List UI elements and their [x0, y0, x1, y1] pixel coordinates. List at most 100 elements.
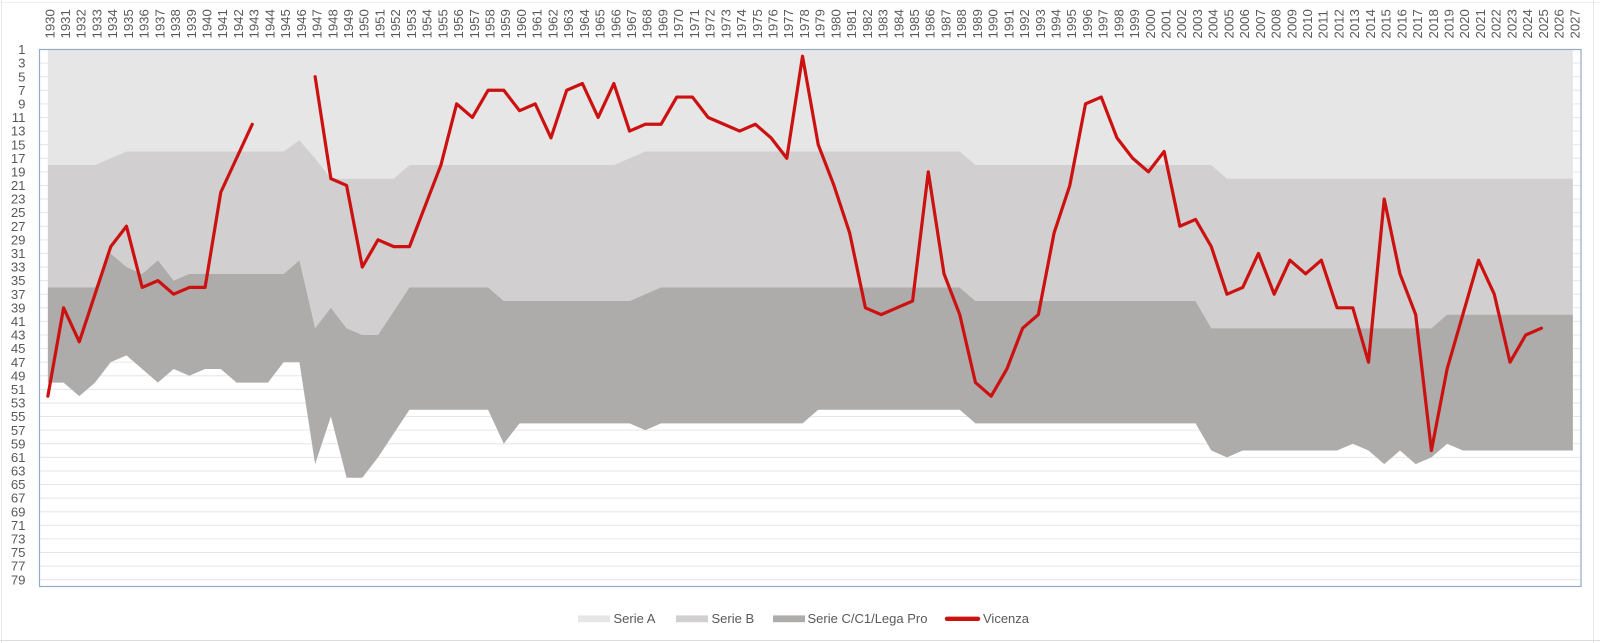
svg-text:1947: 1947 [310, 9, 325, 38]
svg-text:59: 59 [11, 436, 26, 451]
svg-text:17: 17 [11, 151, 26, 166]
svg-text:2004: 2004 [1206, 9, 1221, 38]
svg-text:1964: 1964 [577, 9, 592, 38]
svg-text:1930: 1930 [42, 9, 57, 38]
svg-text:53: 53 [11, 396, 26, 411]
svg-text:1995: 1995 [1064, 9, 1079, 38]
svg-text:1974: 1974 [734, 9, 749, 38]
svg-text:1945: 1945 [278, 9, 293, 38]
svg-text:2003: 2003 [1190, 9, 1205, 38]
svg-text:1: 1 [18, 42, 25, 57]
svg-text:1992: 1992 [1017, 9, 1032, 38]
svg-text:Serie B: Serie B [712, 611, 755, 626]
svg-text:1940: 1940 [199, 9, 214, 38]
svg-text:1980: 1980 [828, 9, 843, 38]
svg-text:51: 51 [11, 382, 26, 397]
svg-text:1994: 1994 [1048, 9, 1063, 38]
svg-text:27: 27 [11, 219, 26, 234]
svg-text:1956: 1956 [451, 9, 466, 38]
svg-text:1933: 1933 [89, 9, 104, 38]
svg-text:77: 77 [11, 559, 26, 574]
svg-text:2012: 2012 [1331, 9, 1346, 38]
svg-text:2002: 2002 [1174, 9, 1189, 38]
svg-text:1944: 1944 [262, 9, 277, 38]
svg-text:1966: 1966 [608, 9, 623, 38]
svg-text:2018: 2018 [1426, 9, 1441, 38]
svg-text:1935: 1935 [121, 9, 136, 38]
svg-text:19: 19 [11, 164, 26, 179]
svg-text:2006: 2006 [1237, 9, 1252, 38]
svg-text:1962: 1962 [545, 9, 560, 38]
svg-text:1978: 1978 [797, 9, 812, 38]
svg-text:1999: 1999 [1127, 9, 1142, 38]
svg-text:7: 7 [18, 83, 25, 98]
svg-text:2000: 2000 [1143, 9, 1158, 38]
svg-text:1986: 1986 [923, 9, 938, 38]
svg-text:43: 43 [11, 328, 26, 343]
svg-text:25: 25 [11, 205, 26, 220]
svg-text:2017: 2017 [1410, 9, 1425, 38]
svg-text:49: 49 [11, 368, 26, 383]
svg-text:33: 33 [11, 260, 26, 275]
svg-text:2021: 2021 [1473, 9, 1488, 38]
svg-text:11: 11 [12, 110, 26, 125]
svg-text:1955: 1955 [435, 9, 450, 38]
svg-text:1981: 1981 [844, 9, 859, 38]
svg-text:1931: 1931 [58, 9, 73, 38]
svg-text:1971: 1971 [687, 9, 702, 38]
svg-text:1934: 1934 [105, 9, 120, 38]
svg-text:1996: 1996 [1080, 9, 1095, 38]
svg-text:1983: 1983 [876, 9, 891, 38]
svg-text:2024: 2024 [1520, 9, 1535, 38]
svg-text:1941: 1941 [215, 9, 230, 38]
svg-text:79: 79 [11, 572, 26, 587]
svg-text:1948: 1948 [325, 9, 340, 38]
svg-text:2007: 2007 [1253, 9, 1268, 38]
svg-text:1997: 1997 [1096, 9, 1111, 38]
svg-text:73: 73 [11, 532, 26, 547]
svg-text:2023: 2023 [1504, 9, 1519, 38]
svg-text:1963: 1963 [561, 9, 576, 38]
svg-text:45: 45 [11, 341, 26, 356]
svg-text:2026: 2026 [1552, 9, 1567, 38]
svg-text:2027: 2027 [1567, 9, 1582, 38]
svg-text:35: 35 [11, 273, 26, 288]
svg-text:41: 41 [11, 314, 26, 329]
svg-text:23: 23 [11, 192, 26, 207]
svg-text:1952: 1952 [388, 9, 403, 38]
svg-text:1982: 1982 [860, 9, 875, 38]
svg-text:1988: 1988 [954, 9, 969, 38]
svg-text:1973: 1973 [718, 9, 733, 38]
svg-text:67: 67 [11, 491, 26, 506]
svg-text:61: 61 [11, 450, 26, 465]
svg-text:63: 63 [11, 464, 26, 479]
svg-text:1961: 1961 [530, 9, 545, 38]
svg-text:1949: 1949 [341, 9, 356, 38]
svg-text:1969: 1969 [655, 9, 670, 38]
svg-text:1938: 1938 [168, 9, 183, 38]
svg-text:29: 29 [11, 232, 26, 247]
svg-text:1976: 1976 [765, 9, 780, 38]
svg-text:2020: 2020 [1457, 9, 1472, 38]
svg-text:1993: 1993 [1033, 9, 1048, 38]
svg-text:31: 31 [11, 246, 26, 261]
svg-text:1943: 1943 [247, 9, 262, 38]
svg-text:2001: 2001 [1159, 9, 1174, 38]
svg-text:1939: 1939 [184, 9, 199, 38]
svg-text:1972: 1972 [703, 9, 718, 38]
svg-text:1960: 1960 [514, 9, 529, 38]
svg-text:1936: 1936 [137, 9, 152, 38]
svg-text:1937: 1937 [152, 9, 167, 38]
svg-text:2015: 2015 [1379, 9, 1394, 38]
svg-text:1932: 1932 [74, 9, 89, 38]
svg-text:37: 37 [11, 287, 26, 302]
svg-text:9: 9 [18, 96, 25, 111]
svg-text:2019: 2019 [1442, 9, 1457, 38]
svg-text:2016: 2016 [1394, 9, 1409, 38]
svg-text:1975: 1975 [750, 9, 765, 38]
svg-text:57: 57 [11, 423, 26, 438]
svg-text:1967: 1967 [624, 9, 639, 38]
svg-text:1957: 1957 [467, 9, 482, 38]
svg-text:1951: 1951 [372, 9, 387, 38]
svg-text:1984: 1984 [891, 9, 906, 38]
